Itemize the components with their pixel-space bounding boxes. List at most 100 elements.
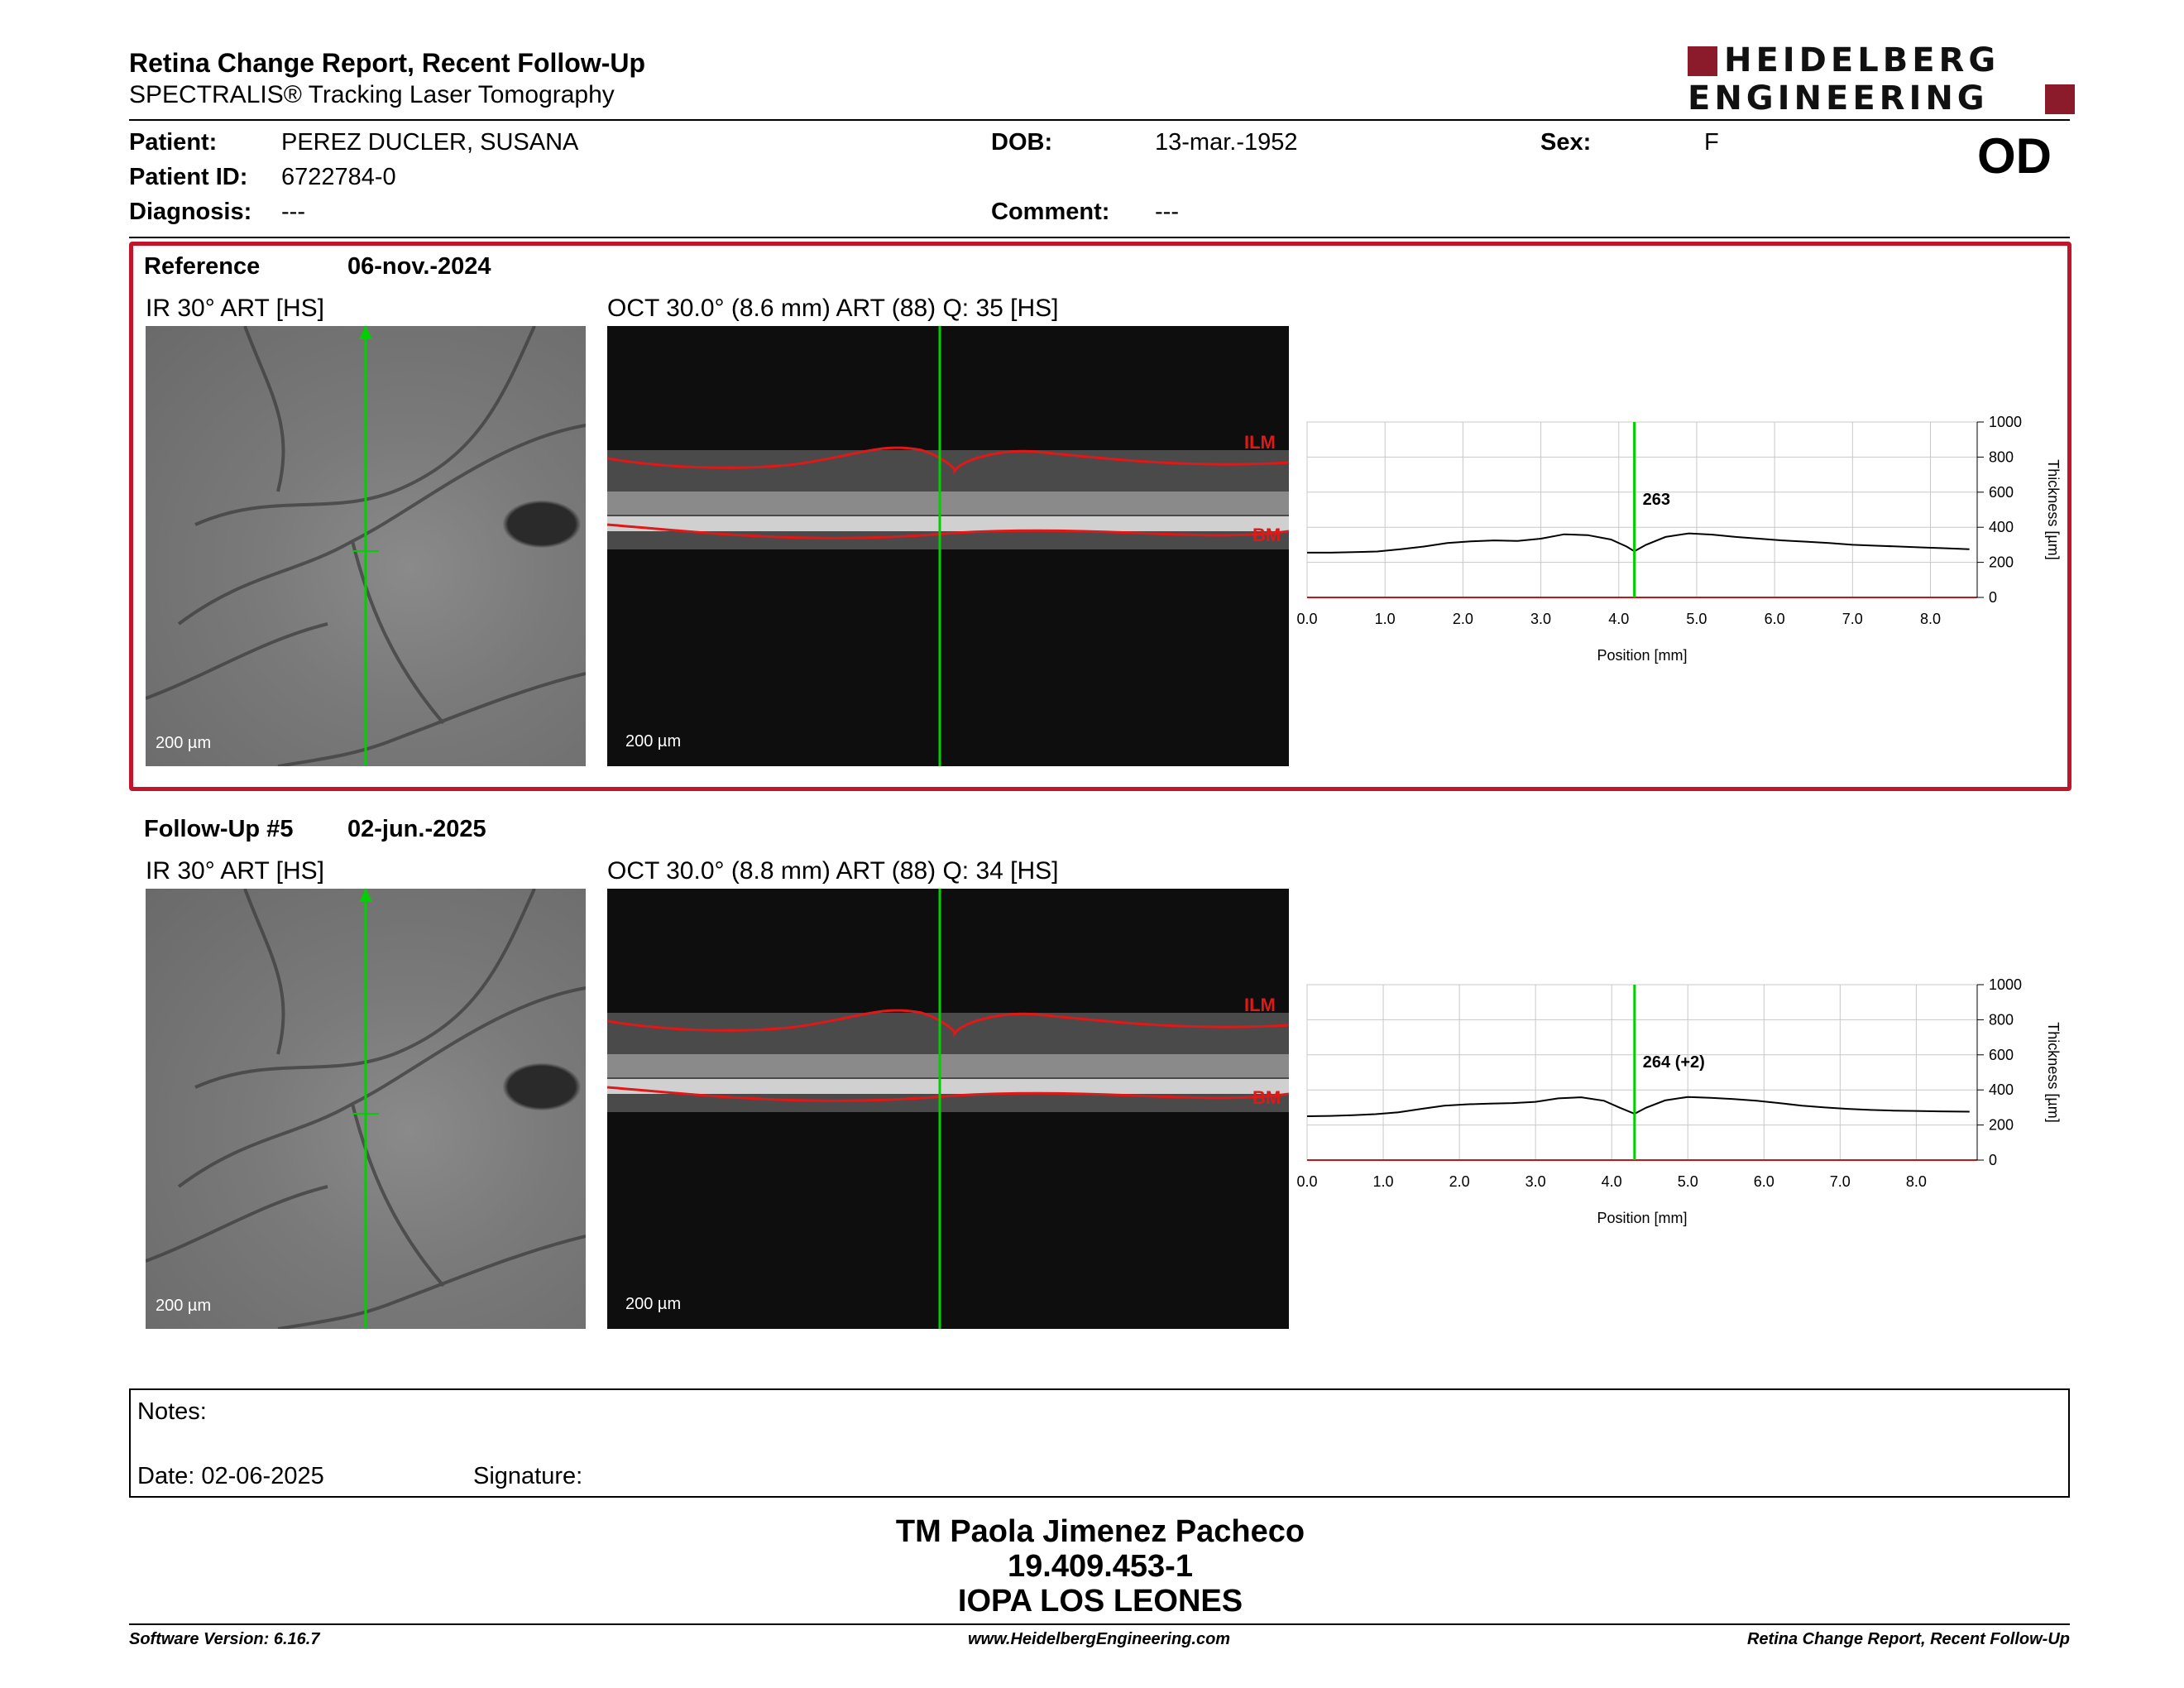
x-tick-label: 3.0	[1530, 611, 1551, 627]
heidelberg-logo: HEIDELBERG ENGINEERING	[1688, 43, 2078, 117]
x-tick-label: 6.0	[1765, 611, 1785, 627]
y-axis-label: Thickness [µm]	[2045, 459, 2062, 559]
x-tick-label: 7.0	[1842, 611, 1863, 627]
comment-value: ---	[1155, 199, 1179, 225]
followup-label: Follow-Up #5	[144, 816, 294, 842]
x-tick-label: 2.0	[1449, 1173, 1470, 1190]
x-tick-label: 3.0	[1525, 1173, 1546, 1190]
x-tick-label: 2.0	[1453, 611, 1473, 627]
comment-label: Comment:	[991, 199, 1110, 225]
x-tick-label: 7.0	[1830, 1173, 1851, 1190]
info-divider	[129, 237, 2070, 238]
y-tick-label: 0	[1989, 1152, 1997, 1168]
signer-rut: 19.409.453-1	[1008, 1549, 1193, 1584]
bm-label: BM	[1252, 1087, 1281, 1108]
plot-area	[1306, 984, 1978, 1161]
x-tick-label: 8.0	[1920, 611, 1941, 627]
x-tick-label: 1.0	[1375, 611, 1396, 627]
x-tick-label: 0.0	[1296, 611, 1317, 627]
logo-line-1: HEIDELBERG	[1724, 41, 2000, 79]
scale-bar: 200 µm	[156, 734, 212, 752]
marker-value-label: 264 (+2)	[1643, 1053, 1705, 1072]
header-divider	[129, 119, 2070, 121]
plot-area	[1306, 421, 1978, 598]
followup-thickness-chart: 0.0 1.0 2.0 3.0 4.0 5.0 6.0 7.0 8.0 0 200 400 600 800…	[1296, 976, 2062, 1226]
y-tick-label: 1000	[1989, 414, 2022, 430]
dob-value: 13-mar.-1952	[1155, 129, 1298, 156]
followup-oct-scan-image: ILM BM 200 µm	[607, 889, 1289, 1329]
x-tick-label: 6.0	[1754, 1173, 1774, 1190]
x-tick-label: 1.0	[1373, 1173, 1394, 1190]
notes-box: Notes: Date: 02-06-2025 Signature:	[129, 1388, 2070, 1498]
logo-square-icon	[1688, 46, 1717, 76]
x-tick-label: 5.0	[1678, 1173, 1698, 1190]
fundus-vessels	[146, 889, 586, 1329]
website-link[interactable]: www.HeidelbergEngineering.com	[968, 1630, 1231, 1648]
followup-ir-fundus-image: 200 µm	[146, 889, 586, 1329]
diagnosis-label: Diagnosis:	[129, 199, 252, 225]
y-tick-label: 200	[1989, 1117, 2014, 1134]
followup-ir-caption: IR 30° ART [HS]	[146, 857, 324, 885]
reference-label: Reference	[144, 253, 261, 280]
signer-institution: IOPA LOS LEONES	[957, 1584, 1243, 1618]
sex-label: Sex:	[1540, 129, 1592, 156]
y-tick-label: 0	[1989, 589, 1997, 606]
bm-label: BM	[1252, 525, 1281, 545]
fundus-vessels	[146, 326, 586, 766]
footer-report-name: Retina Change Report, Recent Follow-Up	[1746, 1630, 2070, 1648]
y-tick-label: 600	[1989, 484, 2014, 501]
sex-value: F	[1704, 129, 1719, 156]
signer-name: TM Paola Jimenez Pacheco	[895, 1514, 1305, 1549]
x-axis-label: Position [mm]	[1597, 1210, 1687, 1226]
notes-date: Date: 02-06-2025	[137, 1463, 324, 1489]
patient-name: PEREZ DUCLER, SUSANA	[281, 129, 579, 156]
x-axis-label: Position [mm]	[1597, 647, 1687, 664]
thickness-line	[1307, 532, 1970, 554]
reference-thickness-chart: 0.0 1.0 2.0 3.0 4.0 5.0 6.0 7.0 8.0 0 200 400 600 800…	[1296, 414, 2062, 664]
reference-oct-scan-image: ILM BM 200 µm	[607, 326, 1289, 766]
ilm-label: ILM	[1244, 995, 1276, 1015]
x-tick-label: 5.0	[1686, 611, 1707, 627]
x-tick-label: 4.0	[1608, 611, 1629, 627]
y-tick-label: 600	[1989, 1047, 2014, 1063]
x-tick-label: 4.0	[1602, 1173, 1622, 1190]
oct-layers	[607, 889, 1289, 1329]
patient-id: 6722784-0	[281, 164, 396, 190]
y-tick-label: 200	[1989, 554, 2014, 571]
diagnosis-value: ---	[281, 199, 305, 225]
report-title: Retina Change Report, Recent Follow-Up	[129, 48, 646, 78]
ilm-label: ILM	[1244, 432, 1276, 453]
reference-oct-caption: OCT 30.0° (8.6 mm) ART (88) Q: 35 [HS]	[607, 295, 1059, 322]
y-axis-label: Thickness [µm]	[2045, 1022, 2062, 1122]
reference-frame	[129, 242, 2071, 791]
followup-oct-caption: OCT 30.0° (8.8 mm) ART (88) Q: 34 [HS]	[607, 857, 1059, 885]
dob-label: DOB:	[991, 129, 1053, 156]
marker-value-label: 263	[1643, 491, 1670, 509]
thickness-line	[1306, 1096, 1970, 1117]
x-tick-label: 8.0	[1906, 1173, 1927, 1190]
footer-divider	[129, 1623, 2070, 1625]
reference-ir-fundus-image: 200 µm	[146, 326, 586, 766]
patient-name-label: Patient:	[129, 129, 218, 156]
reference-date: 06-nov.-2024	[347, 253, 491, 280]
software-version: Software Version: 6.16.7	[129, 1630, 320, 1648]
signature-label: Signature:	[473, 1463, 583, 1489]
scale-bar: 200 µm	[625, 732, 682, 750]
x-tick-label: 0.0	[1296, 1173, 1317, 1190]
logo-line-2: ENGINEERING	[1688, 79, 1989, 117]
eye-indicator: OD	[1977, 128, 2052, 184]
scale-bar: 200 µm	[156, 1297, 212, 1315]
oct-layers	[607, 326, 1289, 766]
patient-id-label: Patient ID:	[129, 164, 248, 190]
y-tick-label: 400	[1989, 519, 2014, 535]
followup-date: 02-jun.-2025	[347, 816, 486, 842]
logo-square-icon	[2045, 84, 2075, 114]
y-tick-label: 400	[1989, 1081, 2014, 1098]
report-subtitle: SPECTRALIS® Tracking Laser Tomography	[129, 81, 615, 108]
y-tick-label: 1000	[1989, 976, 2022, 993]
scale-bar: 200 µm	[625, 1295, 682, 1313]
y-tick-label: 800	[1989, 1011, 2014, 1028]
reference-ir-caption: IR 30° ART [HS]	[146, 295, 324, 322]
notes-label: Notes:	[137, 1398, 207, 1425]
y-tick-label: 800	[1989, 448, 2014, 465]
